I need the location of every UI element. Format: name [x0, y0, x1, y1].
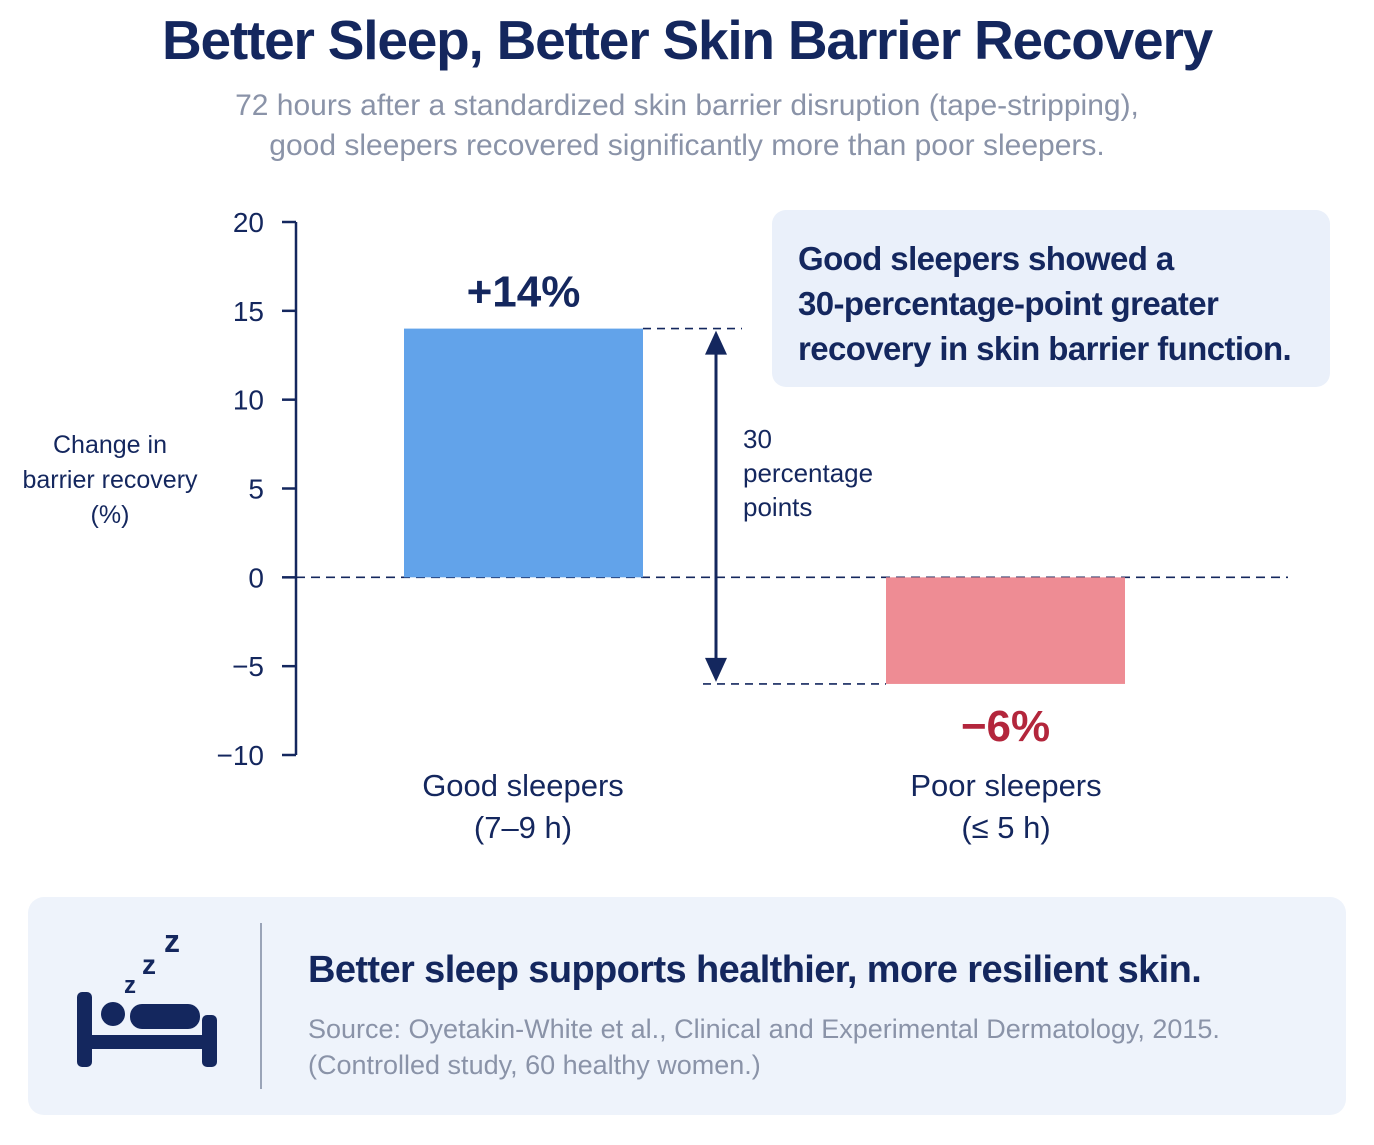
svg-text:z: z [164, 927, 180, 959]
category-label-line: (≤ 5 h) [961, 810, 1051, 845]
callout-line: 30-percentage-point greater [798, 285, 1219, 322]
y-tick-label: 0 [248, 562, 264, 593]
category-label-poor: Poor sleepers (≤ 5 h) [846, 765, 1166, 849]
difference-label: 30 percentage points [743, 422, 943, 524]
category-label-line: (7–9 h) [473, 810, 573, 845]
bar-value-label: +14% [467, 268, 581, 317]
footer-divider [260, 923, 262, 1089]
category-label-line: Poor sleepers [910, 768, 1102, 803]
source-line: Source: Oyetakin-White et al., Clinical … [308, 1014, 1220, 1044]
sleeping-bed-icon: z z z [77, 927, 217, 1067]
y-axis-label-line: (%) [90, 501, 130, 529]
bar-value-label: −6% [961, 702, 1050, 751]
bar [886, 577, 1125, 684]
y-tick-label: −10 [217, 740, 265, 771]
y-tick-label: 20 [233, 207, 264, 238]
bar-chart: 20 15 10 5 0 −5 −10 +14% −6% [217, 207, 1288, 771]
footer-heading: Better sleep supports healthier, more re… [308, 949, 1202, 991]
footer-panel: z z z Better sleep supports healthier, m… [28, 897, 1346, 1115]
svg-text:z: z [124, 972, 136, 999]
y-tick-label: 10 [233, 385, 264, 416]
category-label-good: Good sleepers (7–9 h) [363, 765, 683, 849]
y-tick-label: 15 [233, 296, 264, 327]
difference-label-line: 30 [743, 424, 772, 454]
y-axis-label-line: barrier recovery [22, 466, 198, 494]
difference-label-line: percentage [743, 458, 874, 488]
callout-line: Good sleepers showed a [798, 240, 1174, 277]
source-line: (Controlled study, 60 healthy women.) [308, 1050, 761, 1080]
difference-label-line: points [743, 492, 813, 522]
callout-text: Good sleepers showed a 30-percentage-poi… [798, 236, 1312, 371]
y-axis-label-line: Change in [53, 431, 167, 459]
page-title: Better Sleep, Better Skin Barrier Recove… [161, 9, 1213, 71]
y-tick-label: 5 [248, 474, 264, 505]
y-axis-label: Change in barrier recovery (%) [10, 428, 210, 533]
arrow-up-icon [705, 330, 727, 355]
subtitle-line: 72 hours after a standardized skin barri… [235, 89, 1139, 122]
bar [404, 328, 643, 578]
arrow-down-icon [705, 657, 727, 682]
callout-box: Good sleepers showed a 30-percentage-poi… [772, 210, 1330, 387]
footer-source: Source: Oyetakin-White et al., Clinical … [308, 1011, 1220, 1083]
category-label-line: Good sleepers [422, 768, 624, 803]
callout-line: recovery in skin barrier function. [798, 330, 1292, 367]
y-tick-label: −5 [232, 651, 264, 682]
subtitle-line: good sleepers recovered significantly mo… [269, 129, 1105, 162]
svg-text:z: z [142, 949, 156, 980]
page-subtitle: 72 hours after a standardized skin barri… [0, 86, 1374, 166]
